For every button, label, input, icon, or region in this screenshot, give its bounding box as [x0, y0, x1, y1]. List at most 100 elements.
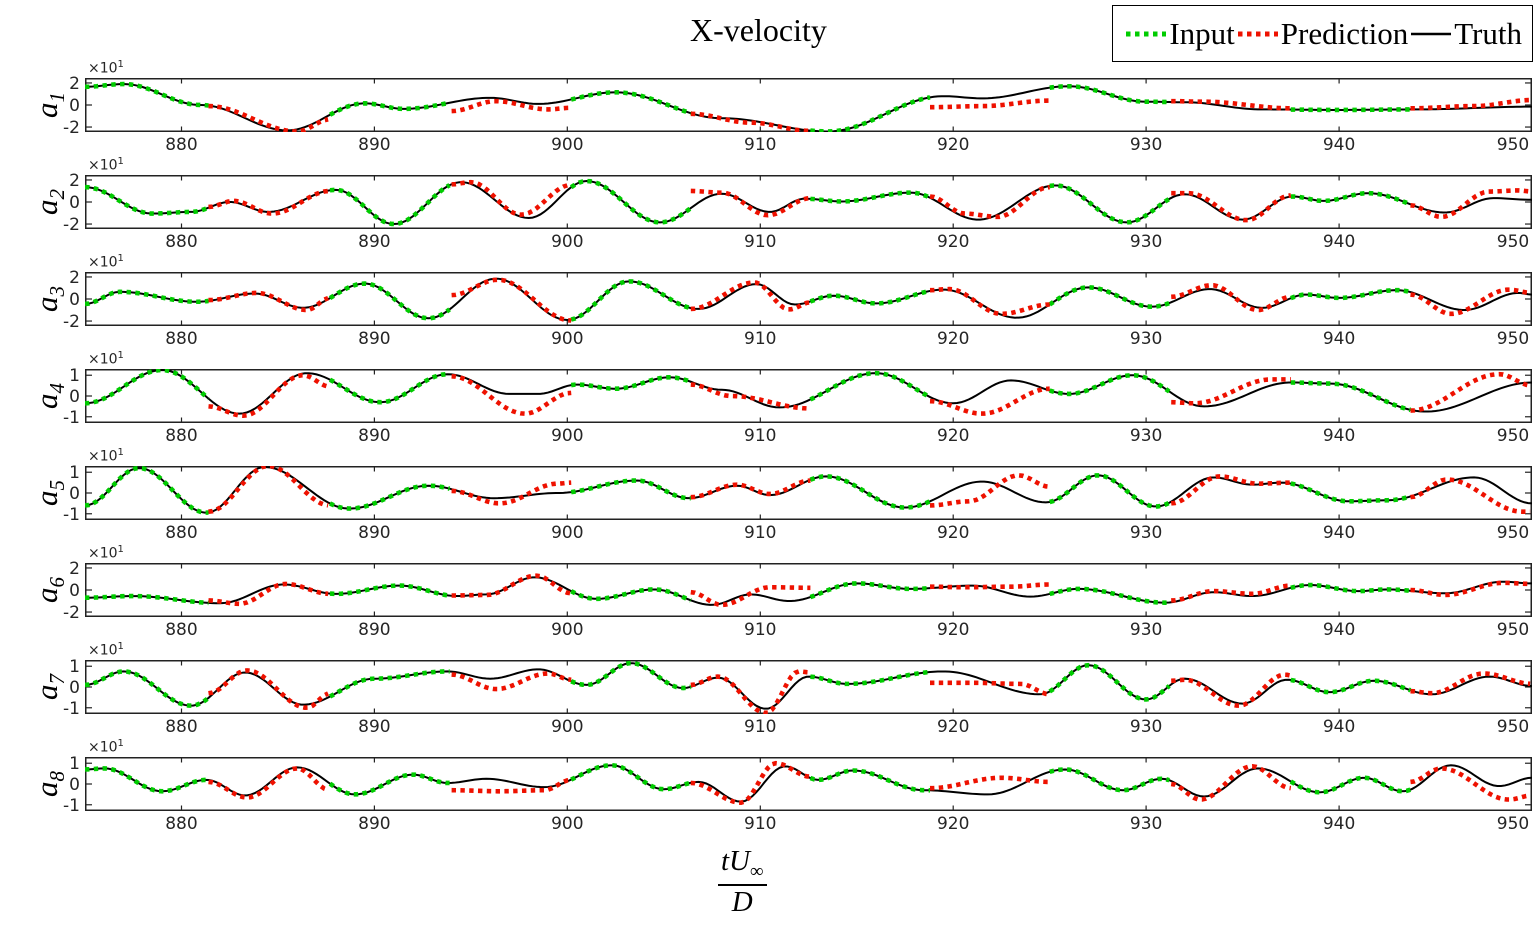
input-line [85, 289, 209, 307]
prediction-line [208, 466, 329, 514]
prediction-line [451, 277, 572, 323]
x-tick-label: 890 [358, 329, 391, 349]
x-tick-label: 880 [165, 523, 198, 543]
x-tick-label: 930 [1129, 620, 1163, 640]
x-tick-label: 890 [358, 523, 391, 543]
y-tick-label: 0 [69, 96, 80, 116]
x-tick-label: 940 [1322, 135, 1356, 155]
prediction-line [208, 290, 329, 313]
input-line [85, 184, 210, 216]
plot-area-a1 [85, 78, 1532, 132]
x-axis-label: tU∞ D [718, 845, 767, 919]
x-tick-label: 930 [1129, 232, 1163, 252]
x-tick-label: 880 [165, 135, 198, 155]
prediction-line [1171, 282, 1292, 313]
prediction-line [208, 103, 329, 132]
x-tick-label: 900 [551, 717, 584, 737]
input-line [570, 763, 692, 792]
y-tick-label: 0 [69, 775, 80, 795]
input-line-sample [1126, 31, 1167, 36]
input-line [569, 178, 693, 225]
prediction-line [930, 680, 1050, 697]
input-line [1289, 775, 1412, 795]
x-tick-label: 890 [358, 426, 391, 446]
plot-area-a6 [85, 563, 1532, 617]
input-line [85, 593, 209, 606]
prediction-line [1170, 474, 1291, 506]
y-tick-label: -1 [63, 795, 80, 816]
input-line [810, 95, 931, 132]
x-tick-label: 900 [551, 135, 584, 155]
x-tick-label: 930 [1129, 814, 1163, 834]
y-tick-label: 0 [69, 484, 80, 504]
input-line [328, 669, 450, 699]
prediction-line [451, 671, 572, 692]
input-line [1049, 372, 1171, 397]
x-tick-label: 930 [1129, 523, 1163, 543]
y-tick-label: -1 [63, 698, 80, 719]
legend-label-prediction: Prediction [1280, 15, 1409, 51]
prediction-line [929, 98, 1050, 110]
x-tick-label: 920 [936, 329, 970, 349]
legend-label-input: Input [1169, 15, 1235, 51]
prediction-line [208, 188, 329, 216]
y-axis-scale-label: ×101 [88, 59, 124, 77]
truth-line-sample [1411, 32, 1452, 35]
y-axis-scale-label: ×101 [88, 156, 124, 174]
input-line [809, 370, 932, 402]
y-tick-label: -2 [63, 312, 80, 333]
x-tick-label: 900 [551, 426, 584, 446]
y-axis-scale-label: ×101 [88, 253, 124, 271]
y-tick-label: 0 [69, 387, 80, 407]
y-tick-label: 1 [69, 463, 80, 484]
prediction-line [929, 473, 1050, 508]
y-tick-label: 1 [69, 754, 80, 775]
prediction-line [451, 480, 572, 506]
x-tick-label: 940 [1322, 620, 1356, 640]
x-tick-label: 880 [165, 620, 198, 640]
x-tick-label: 910 [744, 426, 777, 446]
prediction-line [690, 382, 811, 411]
prediction-line [451, 98, 572, 114]
x-axis-label-denominator: D [731, 885, 753, 918]
y-tick-label: 2 [69, 73, 80, 94]
x-tick-label: 880 [165, 329, 198, 349]
y-tick-label: -1 [63, 407, 80, 428]
prediction-line [1410, 580, 1531, 598]
x-tick-label: 950 [1496, 426, 1530, 446]
y-tick-label: 0 [69, 678, 80, 698]
x-tick-label: 910 [744, 814, 777, 834]
prediction-line [690, 280, 811, 312]
input-line [570, 660, 692, 691]
prediction-line [208, 766, 329, 800]
x-tick-label: 920 [936, 523, 970, 543]
x-tick-label: 950 [1496, 814, 1530, 834]
x-tick-label: 910 [744, 717, 777, 737]
x-tick-label: 910 [744, 232, 777, 252]
y-tick-label: 1 [69, 657, 80, 678]
input-line [85, 766, 209, 794]
input-line [570, 478, 691, 501]
input-line [1290, 582, 1411, 594]
prediction-line [1171, 672, 1292, 708]
input-line [1290, 380, 1412, 413]
x-tick-label: 930 [1129, 135, 1163, 155]
input-line [1048, 285, 1171, 309]
y-tick-label: -2 [63, 603, 80, 624]
prediction-line-sample [1237, 31, 1278, 36]
input-line [1290, 481, 1412, 504]
x-tick-label: 890 [358, 135, 391, 155]
x-tick-label: 920 [936, 135, 970, 155]
truth-line [85, 83, 1532, 132]
x-tick-label: 900 [551, 814, 584, 834]
x-tick-label: 880 [165, 232, 198, 252]
y-tick-label: 1 [69, 366, 80, 387]
input-line [1049, 473, 1171, 509]
input-line [1290, 677, 1412, 695]
y-tick-label: 0 [69, 290, 80, 310]
y-tick-label: -2 [63, 118, 80, 139]
x-tick-label: 920 [936, 717, 970, 737]
input-line [1049, 183, 1171, 225]
x-axis-label-numerator: tU∞ [718, 845, 767, 886]
x-tick-label: 940 [1322, 426, 1356, 446]
